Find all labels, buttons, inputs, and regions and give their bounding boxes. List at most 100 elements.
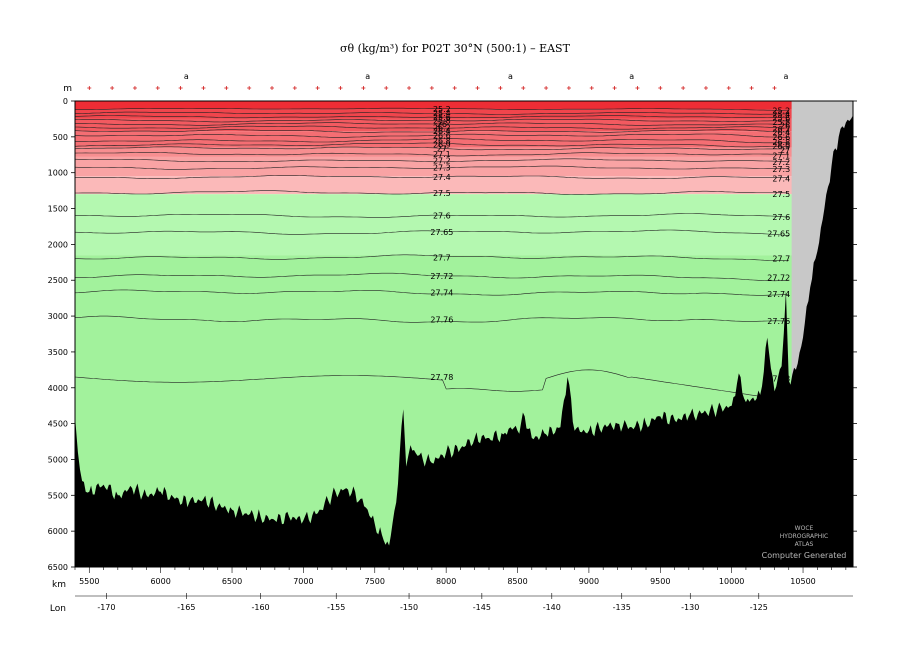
credit-text: ATLAS — [795, 541, 814, 548]
contour-label: 26 — [780, 121, 790, 130]
contour-line — [75, 107, 789, 111]
contour-label: 27.72 — [767, 273, 790, 282]
top-station-label: a — [629, 72, 634, 81]
lon-tick-label: -125 — [750, 603, 768, 612]
density-band — [75, 176, 853, 195]
lon-tick-label: -165 — [177, 603, 195, 612]
y-tick-label: 6500 — [48, 563, 68, 572]
x-tick-label: 6500 — [222, 577, 242, 586]
x-tick-label: 7500 — [365, 577, 385, 586]
plot-area: 25.2 25.225.4 25.425.6 25.625.8 25.826 2626.2… — [75, 101, 853, 567]
chart-title: σθ (kg/m³) for P02T 30°N (500:1) – EAST — [340, 42, 571, 55]
lon-tick-label: -155 — [327, 603, 345, 612]
contour-line — [75, 272, 789, 282]
plot-frame — [74, 100, 854, 568]
contour-line — [75, 118, 789, 123]
top-station-label: a — [184, 72, 189, 81]
contour-line — [75, 289, 789, 296]
x-tick-label: 10500 — [790, 577, 815, 586]
axes: 0 500 1000 1500 2000 2500 3000 3500 4000 4500 5000… — [48, 72, 857, 612]
contour-line — [75, 142, 789, 148]
y-tick-label: 4500 — [48, 420, 68, 429]
contour-label: 26.2 — [433, 124, 451, 133]
plot-content: 25.2 25.225.4 25.425.6 25.625.8 25.826 2626.2… — [75, 101, 853, 567]
contour-label: 27.7 — [772, 255, 790, 264]
contour-label: 26.8 — [772, 138, 790, 147]
x-axis-label: km — [52, 580, 66, 590]
contour-label: 25.4 — [433, 109, 451, 118]
top-station-label: a — [508, 72, 513, 81]
contour-label: 25.6 — [772, 114, 790, 123]
contour-label: 27.72 — [430, 272, 453, 281]
contour-label: 25.8 — [772, 118, 790, 127]
contour-label: 26 — [437, 120, 447, 129]
contour-label: 26.9 — [433, 141, 451, 150]
contour-label: 26.4 — [772, 129, 790, 138]
contour-label: 26.6 — [433, 131, 451, 140]
contour-label: 25.8 — [433, 116, 451, 125]
contour-label: 27.3 — [772, 165, 790, 174]
x-tick-label: 5500 — [79, 577, 99, 586]
contour-line — [75, 213, 789, 218]
contour-line — [75, 111, 789, 115]
contour-line — [75, 254, 789, 261]
y-tick-label: 6000 — [48, 527, 68, 536]
y-tick-label: 4000 — [48, 384, 68, 393]
lon-tick-label: -150 — [400, 603, 418, 612]
contour-label: 27.6 — [433, 212, 451, 221]
y-axis-label: m — [63, 84, 72, 94]
contour-line — [75, 146, 789, 151]
density-band — [75, 101, 853, 110]
y-tick-label: 1500 — [48, 205, 68, 214]
contour-line — [75, 175, 789, 179]
x-tick-label: 9500 — [650, 577, 670, 586]
x-tick-label: 10000 — [719, 577, 744, 586]
contour-label: 26.6 — [772, 133, 790, 142]
x-tick-label: 7000 — [293, 577, 313, 586]
contour-label: 27.5 — [433, 189, 451, 198]
credit-text: HYDROGRAPHIC — [780, 533, 828, 540]
contour-label: 27.65 — [767, 230, 790, 239]
contour-line — [75, 369, 789, 401]
y-tick-label: 3500 — [48, 348, 68, 357]
contour-label: 27.3 — [433, 164, 451, 173]
top-station-label: a — [783, 72, 788, 81]
contour-label: 27.74 — [430, 288, 453, 297]
density-band — [75, 194, 853, 256]
credit-text: WOCE — [795, 525, 814, 532]
contour-label: 27.78 — [430, 373, 453, 382]
y-tick-label: 5000 — [48, 455, 68, 464]
lon-tick-label: -160 — [251, 603, 269, 612]
contour-label: 27.76 — [430, 316, 453, 325]
contour-line — [75, 129, 789, 133]
y-tick-label: 0 — [63, 97, 68, 106]
density-band — [75, 109, 853, 119]
contour-label: 27.1 — [772, 151, 790, 160]
lon-tick-label: -135 — [613, 603, 631, 612]
lon-tick-label: -170 — [97, 603, 115, 612]
y-tick-label: 3000 — [48, 312, 68, 321]
contour-line — [75, 158, 789, 163]
x-tick-label: 9000 — [579, 577, 599, 586]
contour-label: 27.4 — [772, 174, 790, 183]
contour-label: 27.76 — [767, 317, 790, 326]
lon-tick-label: -140 — [543, 603, 561, 612]
contour-label: 26.4 — [433, 127, 451, 136]
contour-label: 26.9 — [772, 142, 790, 151]
contour-label: 25.2 — [772, 106, 790, 115]
density-band — [75, 147, 853, 157]
contour-label: 25.6 — [433, 113, 451, 122]
lon-axis-label: Lon — [50, 604, 66, 614]
y-tick-label: 500 — [53, 133, 68, 142]
x-tick-label: 8000 — [436, 577, 456, 586]
bathymetry — [75, 115, 853, 567]
contour-label: 27.7 — [433, 253, 451, 262]
contour-label: 25.2 — [433, 105, 451, 114]
contour-label: 27.6 — [772, 213, 790, 222]
contour-label: 27.5 — [772, 190, 790, 199]
y-tick-label: 2500 — [48, 276, 68, 285]
contour-label: 27 — [437, 144, 447, 153]
y-tick-label: 2000 — [48, 240, 68, 249]
